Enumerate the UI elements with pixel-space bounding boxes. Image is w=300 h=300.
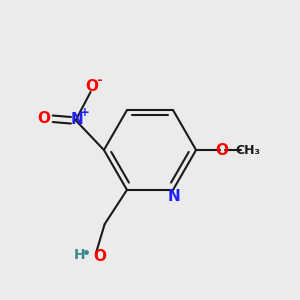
- Text: O: O: [85, 79, 98, 94]
- Text: +: +: [80, 106, 89, 119]
- Text: O: O: [38, 111, 50, 126]
- Text: N: N: [71, 112, 84, 127]
- Text: N: N: [167, 189, 180, 204]
- Text: -: -: [96, 74, 101, 87]
- Text: O: O: [93, 249, 106, 264]
- Text: O: O: [215, 142, 228, 158]
- Text: CH₃: CH₃: [235, 143, 260, 157]
- Text: H: H: [74, 248, 85, 262]
